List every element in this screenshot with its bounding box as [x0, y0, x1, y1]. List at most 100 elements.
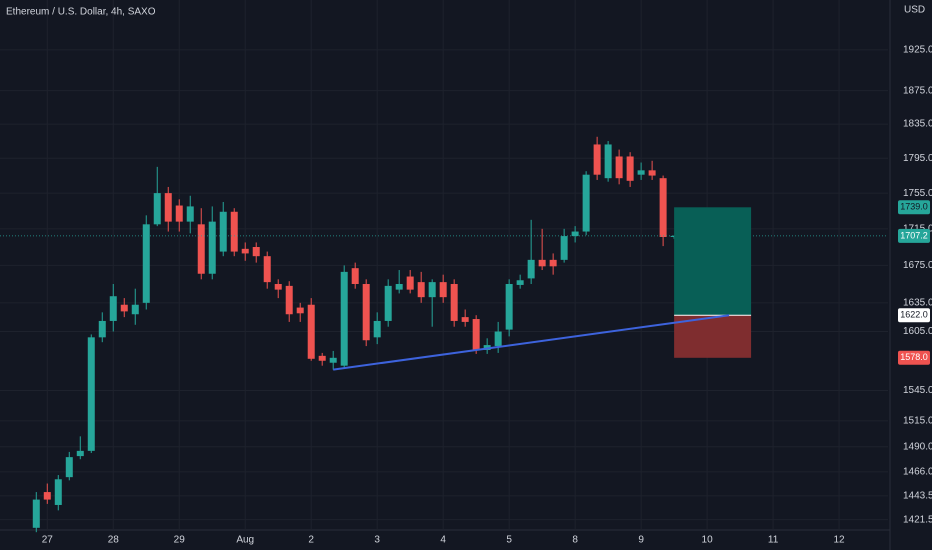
candle-body [472, 319, 480, 350]
y-tick-label: 1835.0 [903, 119, 932, 130]
candle-body [615, 156, 623, 179]
price-badge-label: 1707.2 [900, 230, 928, 240]
candle-body [197, 224, 205, 274]
candle-body [406, 276, 414, 290]
candle-body [527, 259, 535, 279]
candle-body [175, 205, 183, 222]
candle-body [296, 307, 304, 314]
y-tick-label: 1875.0 [903, 85, 932, 96]
x-tick-label: 5 [506, 535, 512, 546]
candle-body [395, 284, 403, 290]
x-tick-label: 28 [108, 535, 120, 546]
candle-body [516, 280, 524, 285]
candle-body [87, 337, 95, 451]
x-tick-label: 11 [768, 535, 779, 546]
candle-body [32, 499, 40, 528]
candle-body [307, 304, 315, 359]
candle-body [439, 282, 447, 298]
y-tick-label: 1466.0 [903, 467, 932, 478]
candle-body [582, 174, 590, 232]
candle-body [626, 156, 634, 181]
candle-body [384, 285, 392, 321]
candle-body [417, 282, 425, 298]
y-tick-label: 1675.0 [903, 260, 932, 271]
candle-body [65, 457, 73, 478]
x-tick-label: Aug [236, 535, 254, 546]
x-tick-label: 3 [374, 535, 380, 546]
candle-body [263, 256, 271, 283]
price-badge-label: 1622.0 [900, 310, 928, 320]
candle-body [98, 320, 106, 338]
candle-body [593, 144, 601, 175]
x-tick-label: 10 [702, 535, 714, 546]
y-tick-label: 1795.0 [903, 153, 932, 164]
candle-body [571, 231, 579, 237]
currency-label: USD [904, 5, 925, 16]
candle-body [373, 320, 381, 338]
candle-body [494, 331, 502, 347]
candle-body [637, 170, 645, 175]
candle-body [252, 247, 260, 257]
candle-body [219, 211, 227, 252]
y-tick-label: 1755.0 [903, 188, 932, 199]
candle-body [54, 479, 62, 505]
candle-body [428, 282, 436, 298]
candle-body [76, 450, 84, 457]
candle-body [318, 355, 326, 361]
candle-body [109, 296, 117, 321]
chart-title: Ethereum / U.S. Dollar, 4h, SAXO [6, 7, 156, 18]
candle-body [505, 284, 513, 330]
price-badge-label: 1578.0 [900, 352, 928, 362]
candle-body [362, 284, 370, 341]
candle-body [648, 170, 656, 176]
x-tick-label: 2 [308, 535, 314, 546]
candle-body [659, 178, 667, 237]
candle-body [285, 285, 293, 315]
x-tick-label: 8 [572, 535, 578, 546]
y-tick-label: 1635.0 [903, 297, 932, 308]
x-tick-label: 29 [174, 535, 186, 546]
marks [0, 136, 888, 533]
y-tick-label: 1515.0 [903, 416, 932, 427]
trendline [333, 314, 730, 371]
candle-body [461, 317, 469, 322]
loss-zone [674, 315, 752, 358]
candle-body [340, 271, 348, 366]
price-badge [898, 200, 930, 215]
candle-body [164, 193, 172, 222]
candle-body [120, 304, 128, 312]
grid [0, 0, 888, 530]
candle-body [538, 259, 546, 267]
price-badge [898, 228, 930, 243]
candle-body [604, 144, 612, 179]
candle-body [329, 357, 337, 363]
candle-body [560, 236, 568, 260]
y-tick-label: 1545.0 [903, 385, 932, 396]
price-badge [898, 308, 930, 323]
price-badge-label: 1739.0 [900, 202, 928, 212]
profit-zone [674, 207, 752, 316]
y-tick-label: 1925.0 [903, 45, 932, 56]
labels: 1925.01875.01835.01795.01755.01715.01675… [42, 45, 932, 546]
candle-body [549, 259, 557, 267]
y-tick-label: 1443.5 [903, 490, 932, 501]
price-badge [898, 350, 930, 365]
candle-body [241, 248, 249, 254]
candle-body [351, 268, 359, 285]
x-tick-label: 4 [440, 535, 446, 546]
candle-body [208, 221, 216, 274]
x-tick-label: 27 [42, 535, 54, 546]
candle-body [274, 284, 282, 290]
y-tick-label: 1490.0 [903, 441, 932, 452]
x-tick-label: 12 [834, 535, 846, 546]
candle-body [43, 492, 51, 500]
candle-body [186, 206, 194, 222]
candle-body [450, 284, 458, 321]
y-tick-label: 1605.0 [903, 326, 932, 337]
x-tick-label: 9 [638, 535, 644, 546]
candle-body [230, 211, 238, 252]
candle-body [131, 304, 139, 315]
y-tick-label: 1421.5 [903, 514, 932, 525]
